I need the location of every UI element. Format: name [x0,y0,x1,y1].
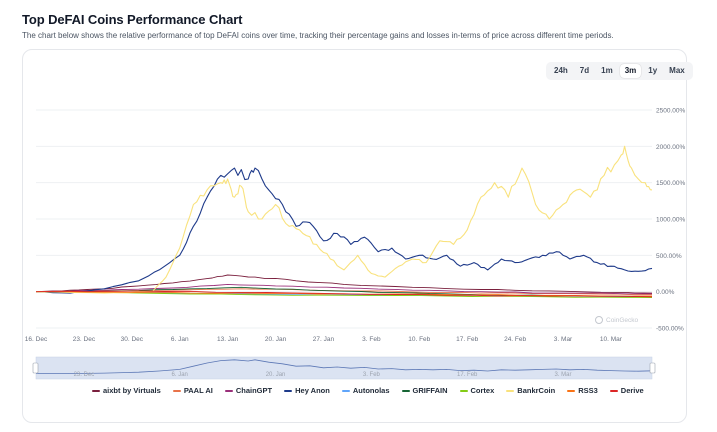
legend-label: Cortex [470,386,495,395]
series-line-aixbt-by-virtuals[interactable] [35,274,653,294]
legend-swatch [609,389,618,392]
legend-swatch [224,389,233,392]
navigator-tick-label: 23. Dec [74,372,95,378]
legend-swatch [567,389,576,392]
navigator-tick-label: 6. Jan [172,372,188,378]
legend-label: BankrCoin [517,386,556,395]
legend-label: Derive [620,386,644,395]
x-tick-label: 30. Dec [121,336,144,343]
legend-item-paal-ai[interactable]: PAAL AI [172,386,213,395]
x-tick-label: 13. Jan [217,336,239,343]
legend-label: ChainGPT [235,386,273,395]
watermark-text: CoinGecko [606,317,639,324]
legend-item-aixbt-by-virtuals[interactable]: aixbt by Virtuals [92,386,161,395]
legend-label: Hey Anon [295,386,330,395]
legend-item-derive[interactable]: Derive [609,386,644,395]
series-line-bankrcoin[interactable] [35,145,653,294]
x-tick-label: 27. Jan [313,336,335,343]
navigator-series-line [35,359,653,375]
y-tick-label: 1000.00% [656,217,685,224]
legend-item-chaingpt[interactable]: ChainGPT [224,386,273,395]
range-button-7d[interactable]: 7d [579,66,590,75]
y-tick-label: -500.00% [656,326,684,333]
page-title: Top DeFAI Coins Performance Chart [22,12,243,27]
legend-swatch [459,389,468,392]
navigator-tick-label: 20. Jan [266,372,286,378]
x-tick-label: 10. Feb [408,336,430,343]
y-tick-label: 2000.00% [656,144,685,151]
range-button-24h[interactable]: 24h [554,66,568,75]
legend-swatch [172,389,181,392]
series-line-cortex[interactable] [35,291,653,298]
page-subtitle: The chart below shows the relative perfo… [22,31,614,40]
x-tick-label: 10. Mar [600,336,623,343]
legend-swatch [401,389,410,392]
x-tick-label: 6. Jan [171,336,189,343]
legend-label: GRIFFAIN [412,386,448,395]
coingecko-logo-icon [595,316,603,324]
range-button-3m[interactable]: 3m [619,64,642,78]
legend-item-cortex[interactable]: Cortex [459,386,495,395]
legend-item-hey-anon[interactable]: Hey Anon [284,386,330,395]
series-line-derive[interactable] [35,290,653,298]
navigator-tick-label: 17. Feb [457,372,478,378]
legend-swatch [284,389,293,392]
x-tick-label: 23. Dec [73,336,96,343]
y-tick-label: 2500.00% [656,108,685,115]
x-tick-label: 20. Jan [265,336,287,343]
legend-swatch [506,389,515,392]
range-button-1y[interactable]: 1y [648,66,658,75]
legend-label: Autonolas [352,386,390,395]
legend-item-griffain[interactable]: GRIFFAIN [401,386,448,395]
series-line-hey-anon[interactable] [35,167,653,294]
legend-item-rss3[interactable]: RSS3 [567,386,598,395]
time-range-selector: 24h 7d 1m 3m 1y Max [546,62,693,80]
legend-label: PAAL AI [183,386,213,395]
legend-swatch [341,389,350,392]
x-tick-label: 16. Dec [25,336,48,343]
navigator-tick-label: 3. Mar [555,372,572,378]
x-tick-label: 3. Mar [554,336,573,343]
navigator-left-handle[interactable] [32,362,39,374]
legend-item-autonolas[interactable]: Autonolas [341,386,390,395]
x-tick-label: 3. Feb [362,336,381,343]
range-button-max[interactable]: Max [669,66,685,75]
series-line-chaingpt[interactable] [35,283,652,295]
y-tick-label: 0.00% [656,289,675,296]
y-tick-label: 1500.00% [656,180,685,187]
x-tick-label: 17. Feb [456,336,478,343]
legend-swatch [92,389,100,392]
legend-item-bankrcoin[interactable]: BankrCoin [506,386,555,395]
x-tick-label: 24. Feb [504,336,526,343]
legend-label: RSS3 [578,386,598,395]
navigator-tick-label: 3. Feb [363,372,381,378]
chart-legend: aixbt by Virtuals PAAL AI ChainGPT Hey Anon… [92,386,644,395]
legend-label: aixbt by Virtuals [103,386,161,395]
range-button-1m[interactable]: 1m [601,66,613,75]
navigator-right-handle[interactable] [649,362,656,374]
y-tick-label: 500.00% [656,253,682,260]
